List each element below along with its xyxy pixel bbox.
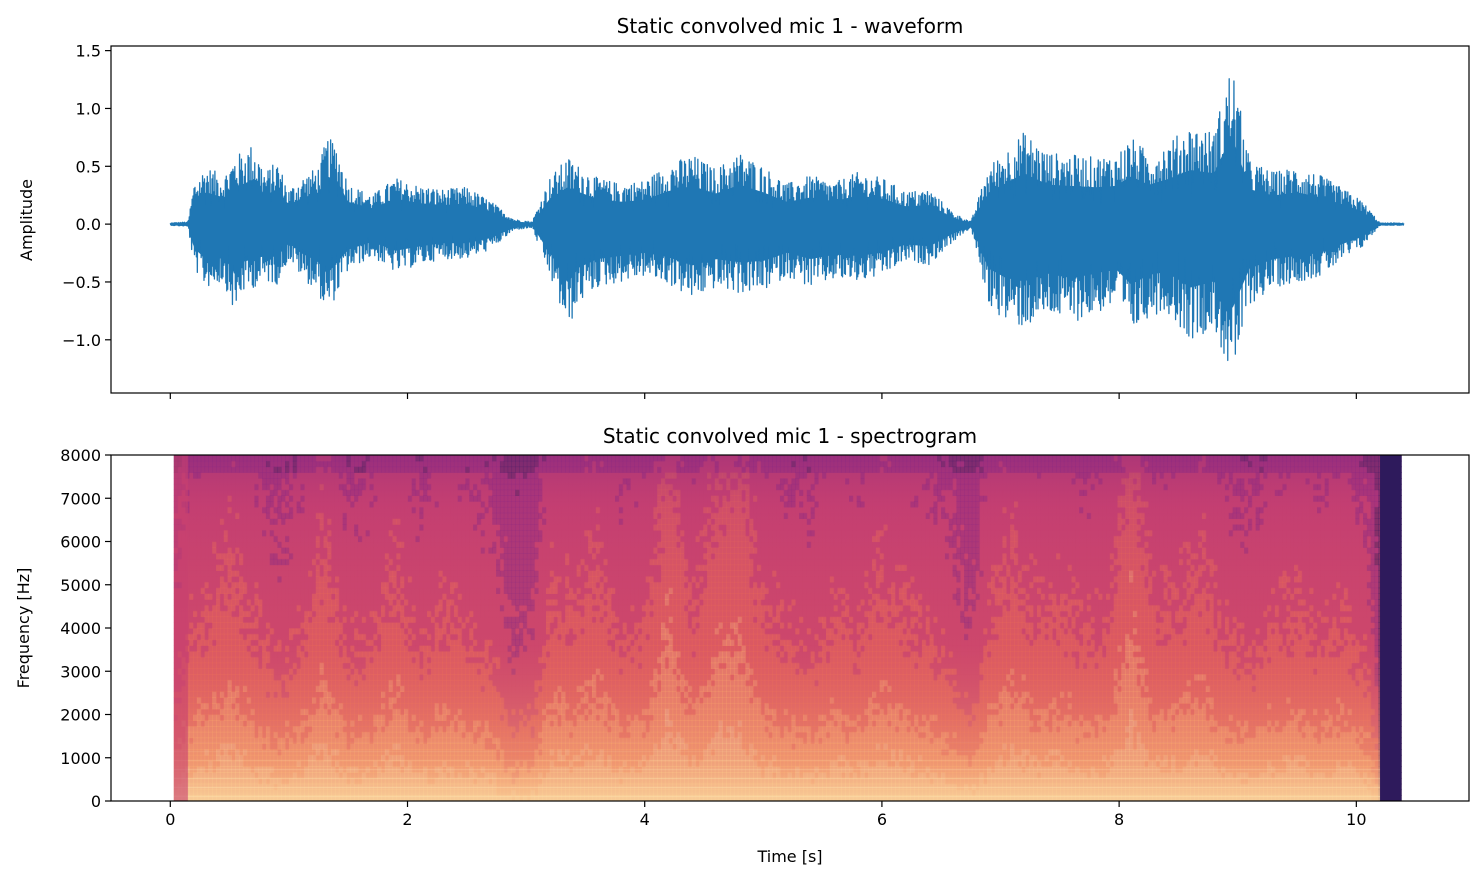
waveform-x-ticks <box>169 393 1357 399</box>
spectrogram-onset-region <box>173 455 188 801</box>
waveform-y-axis-label: Amplitude <box>17 179 36 261</box>
spectrogram-silent-region <box>1380 455 1402 801</box>
spectrogram-y-tick-label: 8000 <box>60 446 101 465</box>
waveform-plot-area <box>169 78 1405 362</box>
spectrogram-x-tick-label: 10 <box>1346 810 1366 829</box>
spectrogram-y-tick-label: 2000 <box>60 706 101 725</box>
spectrogram-x-axis-label: Time [s] <box>756 847 822 866</box>
spectrogram-harmonics <box>173 735 1402 801</box>
spectrogram-plot-area <box>173 455 1402 801</box>
spectrogram-x-tick-label: 2 <box>402 810 412 829</box>
waveform-y-tick-label: 0.5 <box>76 157 101 176</box>
spectrogram-x-tick-label: 8 <box>1114 810 1124 829</box>
spectrogram-x-tick-label: 0 <box>165 810 175 829</box>
waveform-y-tick-label: 1.0 <box>76 99 101 118</box>
waveform-y-ticks: −1.0 −0.5 0.0 0.5 1.0 1.5 <box>62 42 111 350</box>
spectrogram-y-tick-label: 6000 <box>60 533 101 552</box>
waveform-panel: Static convolved mic 1 - waveform −1.0 −0… <box>17 14 1470 399</box>
waveform-y-tick-label: −1.0 <box>62 331 101 350</box>
spectrogram-x-tick-label: 4 <box>640 810 650 829</box>
spectrogram-x-tick-label: 6 <box>877 810 887 829</box>
spectrogram-y-tick-label: 4000 <box>60 619 101 638</box>
spectrogram-panel: Static convolved mic 1 - spectrogram 0 10… <box>14 424 1470 866</box>
spectrogram-y-ticks: 0 1000 2000 3000 4000 5000 6000 7000 8000 <box>60 446 111 811</box>
waveform-y-tick-label: 0.0 <box>76 215 101 234</box>
waveform-y-tick-label: −0.5 <box>62 273 101 292</box>
spectrogram-y-tick-label: 5000 <box>60 576 101 595</box>
spectrogram-y-tick-label: 0 <box>91 792 101 811</box>
spectrogram-x-ticks: 0 2 4 6 8 10 <box>165 801 1367 829</box>
waveform-y-tick-label: 1.5 <box>76 42 101 61</box>
waveform-axes-frame <box>110 45 1470 394</box>
spectrogram-y-tick-label: 3000 <box>60 662 101 681</box>
spectrogram-y-axis-label: Frequency [Hz] <box>14 568 33 689</box>
waveform-title: Static convolved mic 1 - waveform <box>617 14 964 38</box>
spectrogram-title: Static convolved mic 1 - spectrogram <box>603 424 977 448</box>
spectrogram-y-tick-label: 7000 <box>60 489 101 508</box>
spectrogram-y-tick-label: 1000 <box>60 749 101 768</box>
waveform-series-line <box>169 78 1405 362</box>
